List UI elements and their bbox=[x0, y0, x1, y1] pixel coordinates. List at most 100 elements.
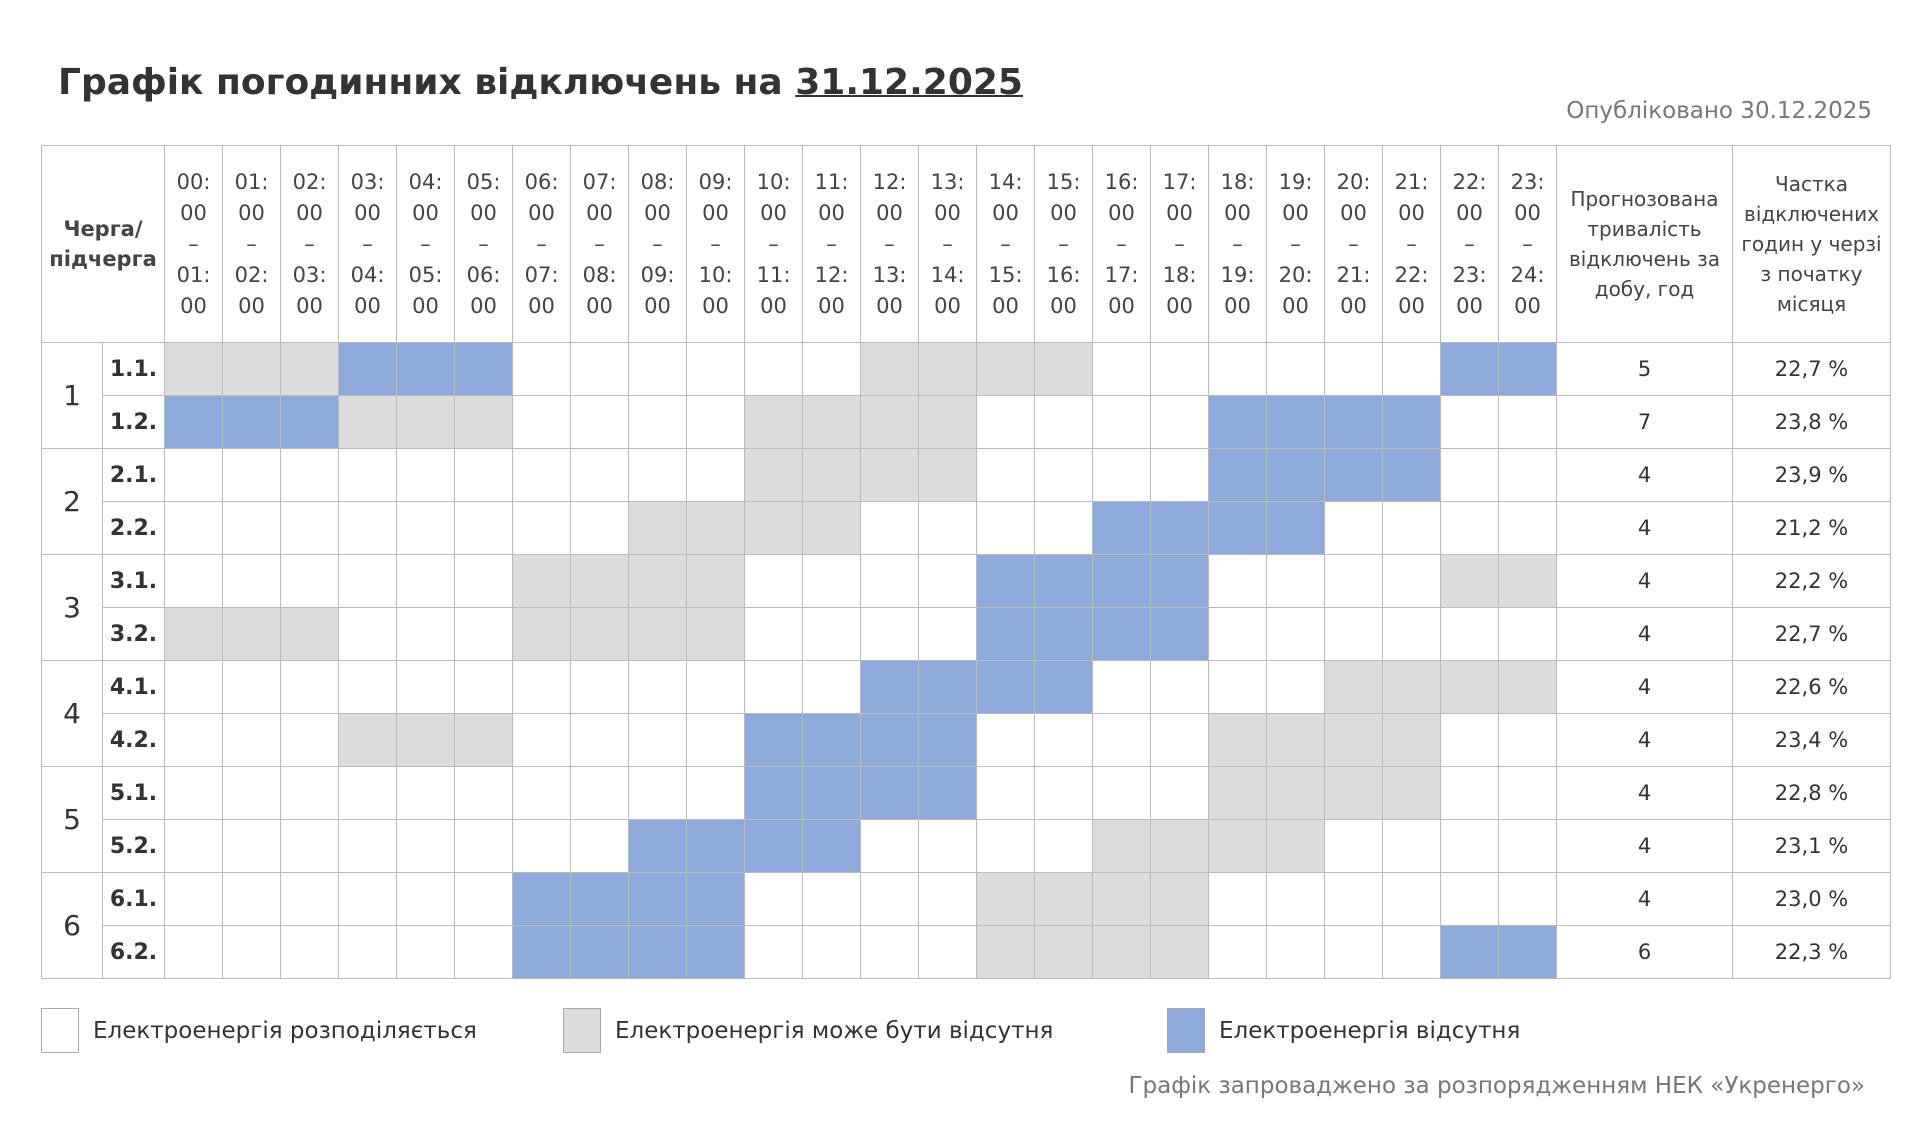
hour-cell bbox=[1498, 501, 1557, 555]
hour-cell bbox=[1382, 660, 1441, 714]
hour-cell bbox=[744, 819, 803, 873]
share: 23,8 % bbox=[1732, 395, 1891, 449]
hour-cell bbox=[454, 713, 513, 767]
hour-cell bbox=[454, 925, 513, 979]
hour-cell bbox=[1208, 448, 1267, 502]
hour-cell bbox=[686, 819, 745, 873]
hour-cell bbox=[628, 342, 687, 396]
hour-header: 16: 00 – 17: 00 bbox=[1092, 145, 1151, 343]
hour-cell bbox=[1266, 872, 1325, 926]
hour-cell bbox=[570, 448, 629, 502]
hour-cell bbox=[1440, 766, 1499, 820]
hour-cell bbox=[280, 819, 339, 873]
row: 5.2. 4 23,1 % bbox=[42, 819, 1891, 873]
hour-cell bbox=[1208, 660, 1267, 714]
subqueue: 1.2. bbox=[102, 395, 165, 449]
hour-header-line: 00 bbox=[296, 293, 323, 318]
hour-header-line: 12: bbox=[872, 169, 907, 194]
hour-cell bbox=[1150, 766, 1209, 820]
row: 1 1.1. 5 22,7 % bbox=[41, 342, 1891, 449]
hour-cell bbox=[860, 819, 919, 873]
hour-header-line: 00 bbox=[412, 200, 439, 225]
hour-cell bbox=[222, 554, 281, 608]
hour-cell bbox=[164, 766, 223, 820]
hour-cell bbox=[1498, 819, 1557, 873]
share: 23,4 % bbox=[1732, 713, 1891, 767]
row: 4.2. 4 23,4 % bbox=[42, 713, 1891, 767]
hour-cell bbox=[976, 501, 1035, 555]
hour-cell bbox=[1034, 342, 1093, 396]
hour-cell bbox=[512, 554, 571, 608]
hour-cell bbox=[1324, 395, 1383, 449]
hour-cell bbox=[164, 819, 223, 873]
hour-cell bbox=[860, 660, 919, 714]
hour-cell bbox=[860, 925, 919, 979]
hour-cell bbox=[860, 766, 919, 820]
hour-header: 19: 00 – 20: 00 bbox=[1266, 145, 1325, 343]
hour-cell bbox=[628, 395, 687, 449]
hour-cell bbox=[744, 395, 803, 449]
hour-header-line: 00 bbox=[876, 293, 903, 318]
hour-header: 08: 00 – 09: 00 bbox=[628, 145, 687, 343]
hour-header-line: 07: bbox=[582, 169, 617, 194]
hour-cell bbox=[1440, 554, 1499, 608]
hour-cell bbox=[1208, 501, 1267, 555]
duration: 6 bbox=[1556, 925, 1733, 979]
hour-cell bbox=[1266, 713, 1325, 767]
hour-cell bbox=[628, 713, 687, 767]
hour-cell bbox=[1208, 925, 1267, 979]
hour-header-line: 00 bbox=[296, 200, 323, 225]
hour-cell bbox=[512, 448, 571, 502]
hour-header-line: – bbox=[884, 231, 895, 256]
hour-cell bbox=[918, 448, 977, 502]
legend-swatch bbox=[1167, 1008, 1205, 1053]
subqueue: 5.1. bbox=[102, 766, 165, 820]
hour-cell bbox=[860, 607, 919, 661]
hour-cell bbox=[1034, 819, 1093, 873]
queue: 4 bbox=[41, 660, 103, 767]
hour-cell bbox=[1498, 448, 1557, 502]
hour-cell bbox=[338, 501, 397, 555]
hour-cell bbox=[802, 395, 861, 449]
hour-header-line: 06: bbox=[466, 262, 501, 287]
hour-cell bbox=[570, 713, 629, 767]
hour-cell bbox=[976, 342, 1035, 396]
share-header: Частка відключених годин у черзі з почат… bbox=[1732, 145, 1891, 343]
hour-cell bbox=[1092, 342, 1151, 396]
hour-cell bbox=[1150, 554, 1209, 608]
hour-header-line: 10: bbox=[756, 169, 791, 194]
hour-cell bbox=[396, 395, 455, 449]
hour-cell bbox=[396, 342, 455, 396]
hour-header-line: – bbox=[1348, 231, 1359, 256]
hour-header-line: 00 bbox=[876, 200, 903, 225]
hour-cell bbox=[628, 872, 687, 926]
hour-cell bbox=[454, 607, 513, 661]
hour-header-line: 00 bbox=[528, 293, 555, 318]
hour-header-line: 00 bbox=[1340, 293, 1367, 318]
hour-cell bbox=[338, 660, 397, 714]
hour-cell bbox=[1092, 660, 1151, 714]
hour-cell bbox=[1208, 395, 1267, 449]
hour-cell bbox=[164, 872, 223, 926]
hour-header-line: – bbox=[1174, 231, 1185, 256]
hour-cell bbox=[570, 925, 629, 979]
subqueue: 4.1. bbox=[102, 660, 165, 714]
row: 5 5.1. 4 22,8 % bbox=[41, 766, 1891, 873]
duration-header: Прогнозована тривалість відключень за до… bbox=[1556, 145, 1733, 343]
hour-header-line: – bbox=[710, 231, 721, 256]
hour-cell bbox=[1092, 766, 1151, 820]
hour-header-line: 19: bbox=[1220, 262, 1255, 287]
hour-cell bbox=[1034, 501, 1093, 555]
hour-header-line: 14: bbox=[988, 169, 1023, 194]
hour-cell bbox=[1034, 607, 1093, 661]
hour-cell bbox=[1092, 819, 1151, 873]
subqueue: 2.2. bbox=[102, 501, 165, 555]
hour-header-line: – bbox=[1232, 231, 1243, 256]
hour-cell bbox=[1034, 713, 1093, 767]
hour-cell bbox=[744, 554, 803, 608]
hour-header-line: 00 bbox=[1398, 200, 1425, 225]
hour-header-line: 00 bbox=[354, 200, 381, 225]
hour-cell bbox=[1440, 501, 1499, 555]
hour-cell bbox=[1498, 713, 1557, 767]
hour-cell bbox=[164, 607, 223, 661]
